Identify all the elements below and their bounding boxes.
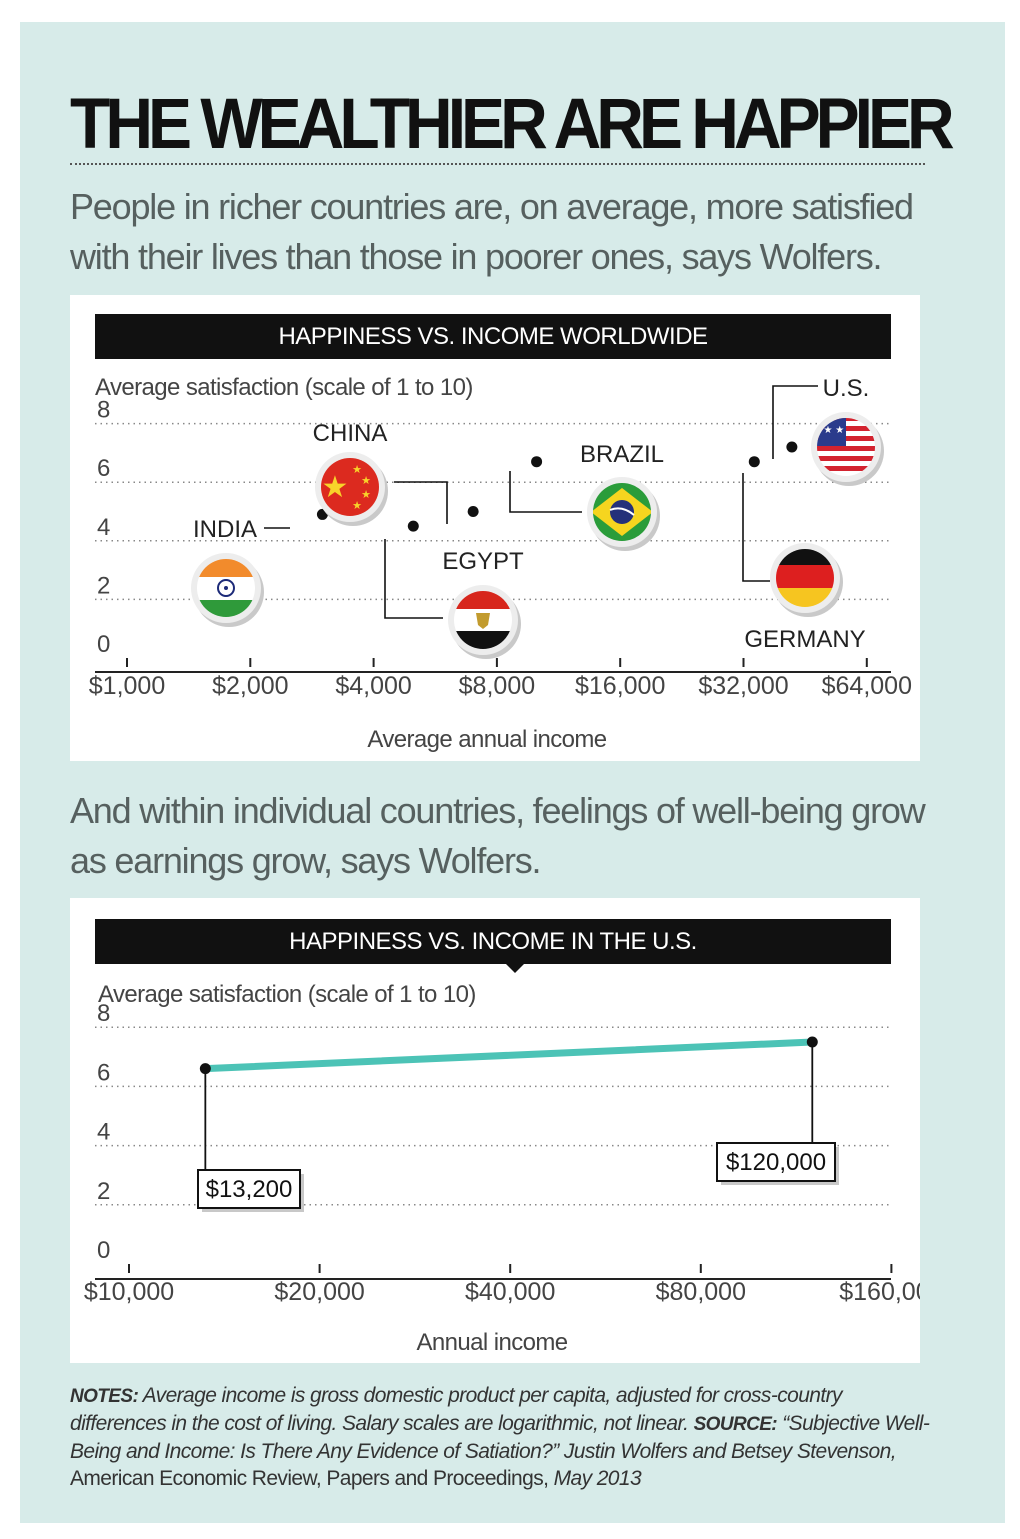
annotation-label-0: $13,200 (206, 1176, 293, 1203)
x-tick-label-1000: $1,000 (89, 672, 165, 700)
india-flag-icon (191, 553, 264, 627)
label-india: INDIA (193, 516, 257, 543)
y-tick-label-6: 6 (97, 1059, 110, 1086)
y-axis-title-us: Average satisfaction (scale of 1 to 10) (98, 981, 476, 1008)
annotation-label-1: $120,000 (726, 1149, 826, 1176)
china-flag-icon: ★ ★ ★ ★ ★ (315, 452, 388, 526)
point-us (786, 441, 798, 453)
y-tick-label-0: 0 (97, 1237, 110, 1264)
leader-egypt (384, 539, 443, 619)
source-date: May 2013 (553, 1467, 642, 1490)
x-tick-label-20000: $20,000 (274, 1278, 364, 1306)
egypt-flag-icon (448, 585, 521, 659)
x-tick-label-8000: $8,000 (459, 672, 535, 700)
leader-lines (264, 385, 818, 619)
chart-us: 0 2 4 6 8 $10,000 $20,000 $40,000 $80,000 $160,0… (84, 981, 920, 1356)
svg-text:★: ★ (352, 500, 362, 512)
point-brazil (531, 456, 543, 468)
leader-china (394, 481, 448, 524)
notes-label: NOTES: (70, 1386, 139, 1407)
label-brazil: BRAZIL (580, 441, 664, 468)
notes-text: Average income is gross domestic product… (70, 1384, 842, 1435)
title-notch (505, 963, 525, 973)
label-us: U.S. (823, 375, 870, 402)
germany-flag-icon (770, 543, 843, 617)
x-tick-label-160000: $160,000 (839, 1278, 920, 1306)
chart-title-us-text: HAPPINESS VS. INCOME IN THE U.S. (289, 928, 697, 955)
y-tick-label-8: 8 (97, 397, 110, 424)
point-china (467, 506, 479, 517)
svg-text:★: ★ (361, 475, 371, 487)
chart-worldwide: 0 2 4 6 8 $1,000 $2,000 $4,000 $8,000 $16,000 $32… (89, 374, 912, 753)
annotation-box-1 (716, 1142, 836, 1182)
y-tick-label-4: 4 (97, 514, 110, 541)
title-divider (70, 163, 925, 165)
leader-germany (742, 473, 770, 582)
label-germany: GERMANY (744, 626, 865, 653)
brazil-flag-icon (587, 477, 660, 551)
point-egypt (407, 520, 419, 532)
point-germany (748, 456, 760, 468)
source-label: SOURCE: (693, 1414, 778, 1435)
y-axis-title: Average satisfaction (scale of 1 to 10) (95, 374, 473, 401)
series-line-us (201, 1038, 816, 1073)
leader-us (772, 385, 818, 459)
y-tick-label-0: 0 (97, 631, 110, 658)
x-tick-label-64000: $64,000 (822, 672, 912, 700)
x-tick-label-80000: $80,000 (656, 1278, 746, 1306)
y-tick-label-4: 4 (97, 1119, 110, 1146)
source-journal: American Economic Review, Papers and Pro… (70, 1467, 549, 1490)
x-axis-title-us: Annual income (417, 1329, 568, 1356)
annotation-box-0 (197, 1169, 301, 1209)
x-axis-title: Average annual income (367, 726, 606, 753)
label-china: CHINA (313, 420, 388, 447)
notes-block: NOTES: Average income is gross domestic … (70, 1382, 940, 1492)
intro-text-worldwide: People in richer countries are, on avera… (70, 186, 914, 277)
x-tick-label-2000: $2,000 (212, 672, 288, 700)
x-tick-label-4000: $4,000 (335, 672, 411, 700)
intro-text-us: And within individual countries, feeling… (70, 790, 926, 881)
svg-text:★: ★ (322, 471, 349, 504)
x-tick-label-40000: $40,000 (465, 1278, 555, 1306)
x-tick-label-10000: $10,000 (84, 1278, 174, 1306)
y-tick-label-2: 2 (97, 1178, 110, 1205)
leader-brazil (509, 471, 582, 513)
page-title: THE WEALTHIER ARE HAPPIER (70, 83, 955, 163)
chart-title-us: HAPPINESS VS. INCOME IN THE U.S. (95, 919, 891, 973)
source-title: “Subjective Well-Being and Income: Is Th… (70, 1412, 930, 1463)
y-tick-label-8: 8 (97, 1000, 110, 1027)
label-egypt: EGYPT (442, 548, 524, 575)
svg-text:★: ★ (361, 489, 371, 501)
chart-title-worldwide: HAPPINESS VS. INCOME WORLDWIDE (95, 314, 891, 359)
chart-card-worldwide: HAPPINESS VS. INCOME WORLDWIDE 0 2 4 6 8 $1,… (70, 295, 920, 761)
chart-card-us: HAPPINESS VS. INCOME IN THE U.S. 0 2 4 6 8 $… (70, 898, 920, 1363)
svg-text:★ ★ ★: ★ ★ ★ (812, 425, 844, 436)
svg-text:★: ★ (352, 464, 362, 476)
x-tick-label-16000: $16,000 (575, 672, 665, 700)
us-flag-icon: ★ ★ ★ (811, 412, 884, 486)
y-tick-label-2: 2 (97, 572, 110, 599)
x-tick-label-32000: $32,000 (698, 672, 788, 700)
y-tick-label-6: 6 (97, 455, 110, 482)
chart-title-worldwide-text: HAPPINESS VS. INCOME WORLDWIDE (278, 323, 708, 350)
